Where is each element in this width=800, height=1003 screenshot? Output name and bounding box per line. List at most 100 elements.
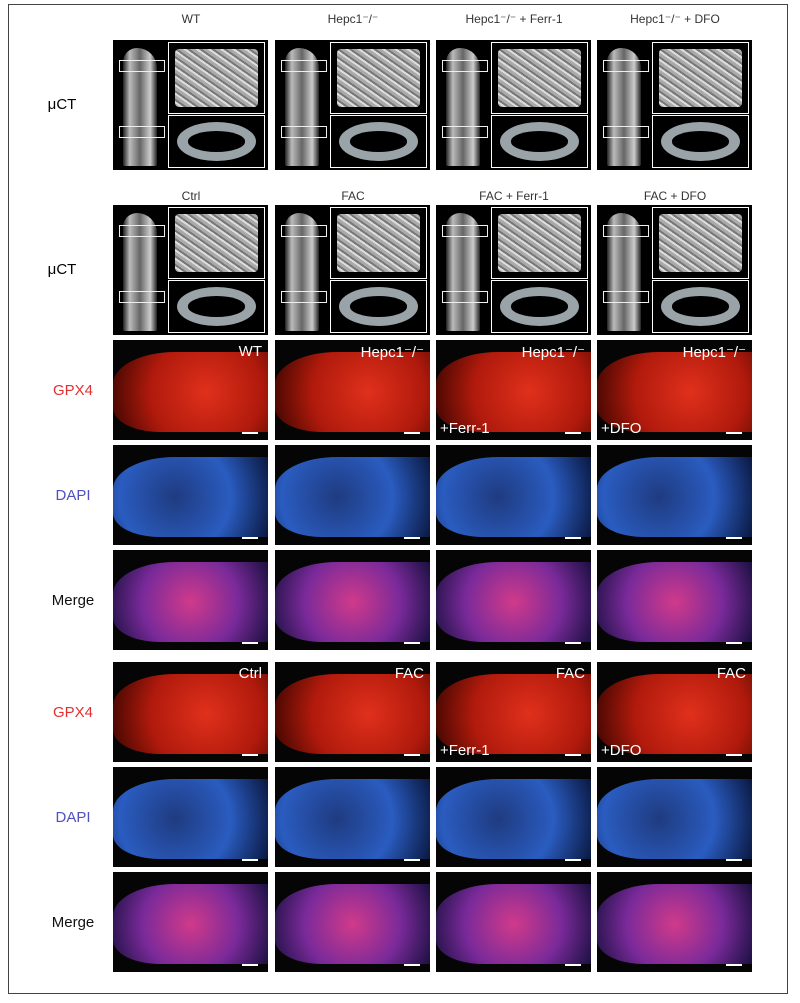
panel-label: +DFO [601,420,642,437]
row-label: μCT [47,96,77,113]
roi-box [603,291,649,303]
fluorescence-panel [275,445,430,545]
tissue [597,562,752,642]
tissue [436,562,591,642]
tissue [597,457,752,537]
tissue [436,674,591,754]
column-header: Hepc1⁻/⁻ + DFO [630,12,720,26]
tissue [597,884,752,964]
trabecular [498,49,581,107]
row-label: μCT [47,261,77,278]
tissue [597,779,752,859]
scale-bar [242,964,258,966]
roi-box [281,60,327,72]
cortical-view [330,280,427,333]
column-header: Hepc1⁻/⁻ [327,12,379,26]
trabecular-view [491,207,588,279]
tissue [113,457,268,537]
scale-bar [242,859,258,861]
ct-panel [113,205,268,335]
cortical-view [491,115,588,168]
panel-label: Hepc1⁻/⁻ [682,344,746,361]
column-header: Hepc1⁻/⁻ + Ferr-1 [465,12,563,26]
column-header: FAC + DFO [643,189,707,203]
roi-box [603,225,649,237]
scale-bar [565,964,581,966]
cortical-view [652,115,749,168]
panel-label: WT [238,343,262,360]
fluorescence-panel [436,550,591,650]
bone-image [446,48,480,166]
panel-label: +DFO [601,742,642,759]
ct-panel [436,205,591,335]
bone-image [123,48,157,166]
roi-box [442,60,488,72]
row-label: GPX4 [52,382,94,399]
tissue [275,779,430,859]
panel-label: FAC [716,665,746,682]
roi-box [119,291,165,303]
tissue [275,457,430,537]
roi-box [281,126,327,138]
fluorescence-panel [113,550,268,650]
roi-box [442,126,488,138]
cortical-ring [661,287,740,326]
bone-image [285,48,319,166]
scale-bar [565,859,581,861]
fluorescence-panel [597,550,752,650]
tissue [597,674,752,754]
trabecular-view [330,42,427,114]
tissue [275,352,430,432]
scale-bar [404,859,420,861]
frame [8,4,788,994]
fluorescence-panel [275,767,430,867]
roi-box [603,126,649,138]
fluorescence-panel [597,445,752,545]
scale-bar [242,432,258,434]
panel-label: Hepc1⁻/⁻ [521,344,585,361]
trabecular [175,214,258,272]
cortical-view [652,280,749,333]
tissue [275,884,430,964]
trabecular [498,214,581,272]
fluorescence-panel [436,767,591,867]
column-header: FAC + Ferr-1 [479,189,549,203]
fluorescence-panel [436,872,591,972]
column-header: Ctrl [181,189,201,203]
trabecular [175,49,258,107]
scale-bar [242,754,258,756]
fluorescence-panel: Hepc1⁻/⁻ [275,340,430,440]
tissue [113,352,268,432]
scale-bar [404,754,420,756]
tissue [113,674,268,754]
tissue [436,779,591,859]
scale-bar [565,432,581,434]
trabecular [659,214,742,272]
tissue [275,674,430,754]
trabecular [659,49,742,107]
bone-image [285,213,319,331]
cortical-view [491,280,588,333]
tissue [113,779,268,859]
scale-bar [565,537,581,539]
trabecular [337,49,420,107]
fluorescence-panel: FAC +DFO [597,662,752,762]
row-label: Merge [51,592,95,609]
cortical-ring [500,287,579,326]
fluorescence-panel: Ctrl [113,662,268,762]
scale-bar [726,859,742,861]
cortical-view [168,280,265,333]
fluorescence-panel [275,872,430,972]
fluorescence-panel [113,445,268,545]
fluorescence-panel [597,872,752,972]
roi-box [603,60,649,72]
tissue [436,884,591,964]
roi-box [442,225,488,237]
row-label: DAPI [55,809,91,826]
scale-bar [565,642,581,644]
bone-image [123,213,157,331]
row-label: GPX4 [52,704,94,721]
trabecular-view [652,207,749,279]
ct-panel [275,40,430,170]
cortical-ring [339,287,418,326]
